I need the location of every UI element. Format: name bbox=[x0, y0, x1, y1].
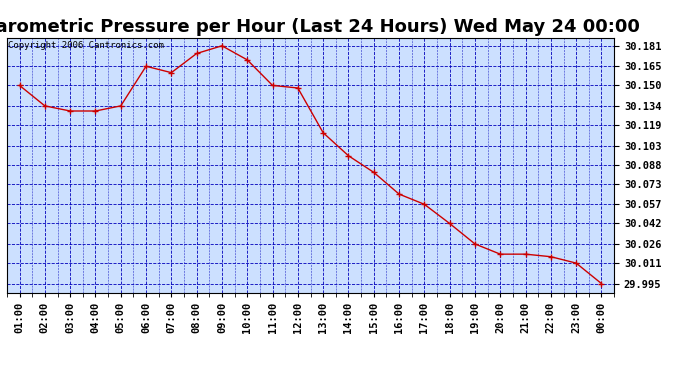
Title: Barometric Pressure per Hour (Last 24 Hours) Wed May 24 00:00: Barometric Pressure per Hour (Last 24 Ho… bbox=[0, 18, 640, 36]
Text: Copyright 2006 Cantronics.com: Copyright 2006 Cantronics.com bbox=[8, 41, 164, 50]
